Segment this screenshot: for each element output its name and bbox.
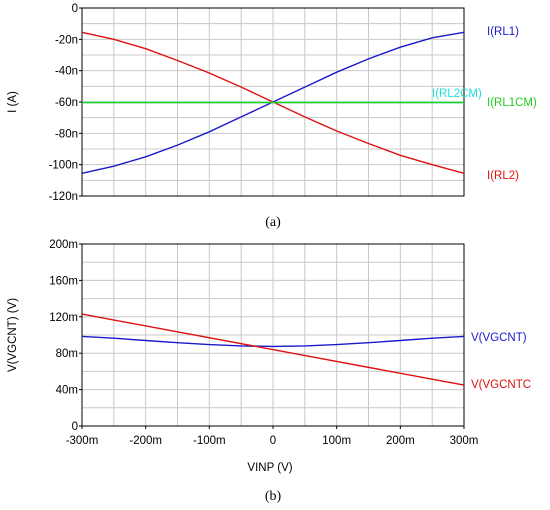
x-tick-label: 100m xyxy=(322,435,351,447)
chart-b-series-lines xyxy=(81,313,465,386)
chart-b: 0 40m 80m 120m 160m 200m -300m -200m -100m 0 100m… xyxy=(7,239,531,504)
y-tick-label: 40m xyxy=(56,385,78,397)
y-tick-label: 80m xyxy=(56,348,78,360)
y-tick-label: -20n xyxy=(55,34,78,46)
chart-b-x-ticks: -300m -200m -100m 0 100m 200m 300m xyxy=(66,426,479,447)
x-tick-label: -200m xyxy=(129,435,162,447)
chart-a-y-axis-label: I (A) xyxy=(7,91,19,113)
series-label-i-rl1-: I(RL1) xyxy=(487,26,519,38)
chart-b-x-axis-label: VINP (V) xyxy=(247,462,292,474)
chart-b-grid xyxy=(82,244,464,426)
chart-b-series-labels: V(VGCNT) V(VGCNTC xyxy=(471,332,531,391)
x-tick-label: 0 xyxy=(270,435,276,447)
series-line-v-vgcnt- xyxy=(81,335,465,348)
series-line-v-vgcntcm- xyxy=(81,313,465,386)
series-label-i-rl2cm-: I(RL2CM) xyxy=(432,88,482,100)
series-label-i-rl1cm-: I(RL1CM) xyxy=(487,97,537,109)
x-tick-label: -300m xyxy=(66,435,99,447)
y-tick-label: -120n xyxy=(49,191,78,203)
y-tick-label: 0 xyxy=(72,421,78,433)
y-tick-label: -100n xyxy=(49,160,78,172)
chart-a-caption: (a) xyxy=(265,215,281,230)
y-tick-label: -40n xyxy=(55,66,78,78)
y-tick-label: -60n xyxy=(55,97,78,109)
y-tick-label: -80n xyxy=(55,128,78,140)
y-tick-label: 0 xyxy=(72,3,78,15)
chart-a-series-lines xyxy=(81,31,465,174)
x-tick-label: 200m xyxy=(386,435,415,447)
series-label-v-vgcntcm-: V(VGCNTC xyxy=(471,379,531,391)
y-tick-label: 200m xyxy=(49,239,78,251)
y-tick-label: 120m xyxy=(49,312,78,324)
x-tick-label: 300m xyxy=(450,435,479,447)
chart-a: 0 -20n -40n -60n -80n -100n -120n I (A) I(RL1)… xyxy=(7,3,537,230)
y-tick-label: 160m xyxy=(49,275,78,287)
series-label-i-rl2-: I(RL2) xyxy=(487,170,519,182)
chart-a-series-labels: I(RL1) I(RL2) I(RL2CM) I(RL1CM) xyxy=(432,26,537,182)
x-tick-label: -100m xyxy=(193,435,226,447)
chart-b-caption: (b) xyxy=(265,489,282,504)
chart-a-y-ticks: 0 -20n -40n -60n -80n -100n -120n xyxy=(49,3,82,203)
chart-b-y-axis-label: V(VGCNT) (V) xyxy=(7,298,19,372)
chart-b-y-ticks: 0 40m 80m 120m 160m 200m xyxy=(49,239,82,433)
series-label-v-vgcnt-: V(VGCNT) xyxy=(471,332,527,344)
